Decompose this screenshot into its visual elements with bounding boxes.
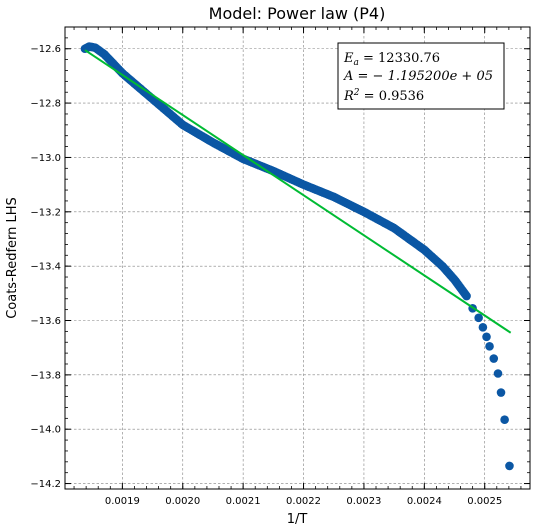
stats-box: Ea = 12330.76 A = − 1.195200e + 05 R2 = … <box>337 42 505 110</box>
x-tick-label: 0.0020 <box>165 496 200 507</box>
x-axis-label: 1/T <box>287 512 308 527</box>
marks <box>80 42 514 471</box>
data-point <box>489 354 499 363</box>
y-tick-label: −12.8 <box>30 99 61 110</box>
y-tick-label: −13.0 <box>30 153 61 164</box>
y-tick-label: −14.2 <box>30 479 61 490</box>
fit-line <box>84 49 512 334</box>
x-tick-label: 0.0024 <box>407 496 442 507</box>
x-tick-label: 0.0023 <box>346 496 381 507</box>
pre-exponential-text: A = − 1.195200e + 05 <box>343 69 493 84</box>
data-point <box>493 369 503 378</box>
data-point <box>485 342 494 351</box>
stats-box-frame <box>337 42 505 110</box>
x-tick-label: 0.0025 <box>467 496 502 507</box>
data-point <box>500 415 509 425</box>
y-tick-label: −13.8 <box>30 370 61 381</box>
plot-frame <box>64 26 531 490</box>
y-axis-label: Coats-Redfern LHS <box>5 197 20 319</box>
x-tick-label: 0.0022 <box>286 496 321 507</box>
chart-title: Model: Power law (P4) <box>209 4 386 23</box>
activation-energy-text: Ea = 12330.76 <box>343 51 440 68</box>
y-tick-label: −13.2 <box>30 207 61 218</box>
data-point <box>496 388 506 397</box>
x-tick-label: 0.0021 <box>226 496 261 507</box>
y-tick-label: −13.6 <box>30 316 61 327</box>
data-point <box>462 291 471 301</box>
data-point <box>478 323 488 332</box>
data-point <box>474 313 483 323</box>
data-point <box>482 332 491 342</box>
r-squared-text: R2 = 0.9536 <box>343 88 424 104</box>
y-tick-label: −12.6 <box>30 44 61 55</box>
x-tick-label: 0.0019 <box>105 496 140 507</box>
ticks: 0.0019 0.0020 0.0021 0.0022 0.0023 0.0024 0.00… <box>30 26 530 507</box>
y-tick-label: −14.0 <box>30 425 61 436</box>
y-tick-label: −13.4 <box>30 262 61 273</box>
data-point <box>505 461 514 471</box>
